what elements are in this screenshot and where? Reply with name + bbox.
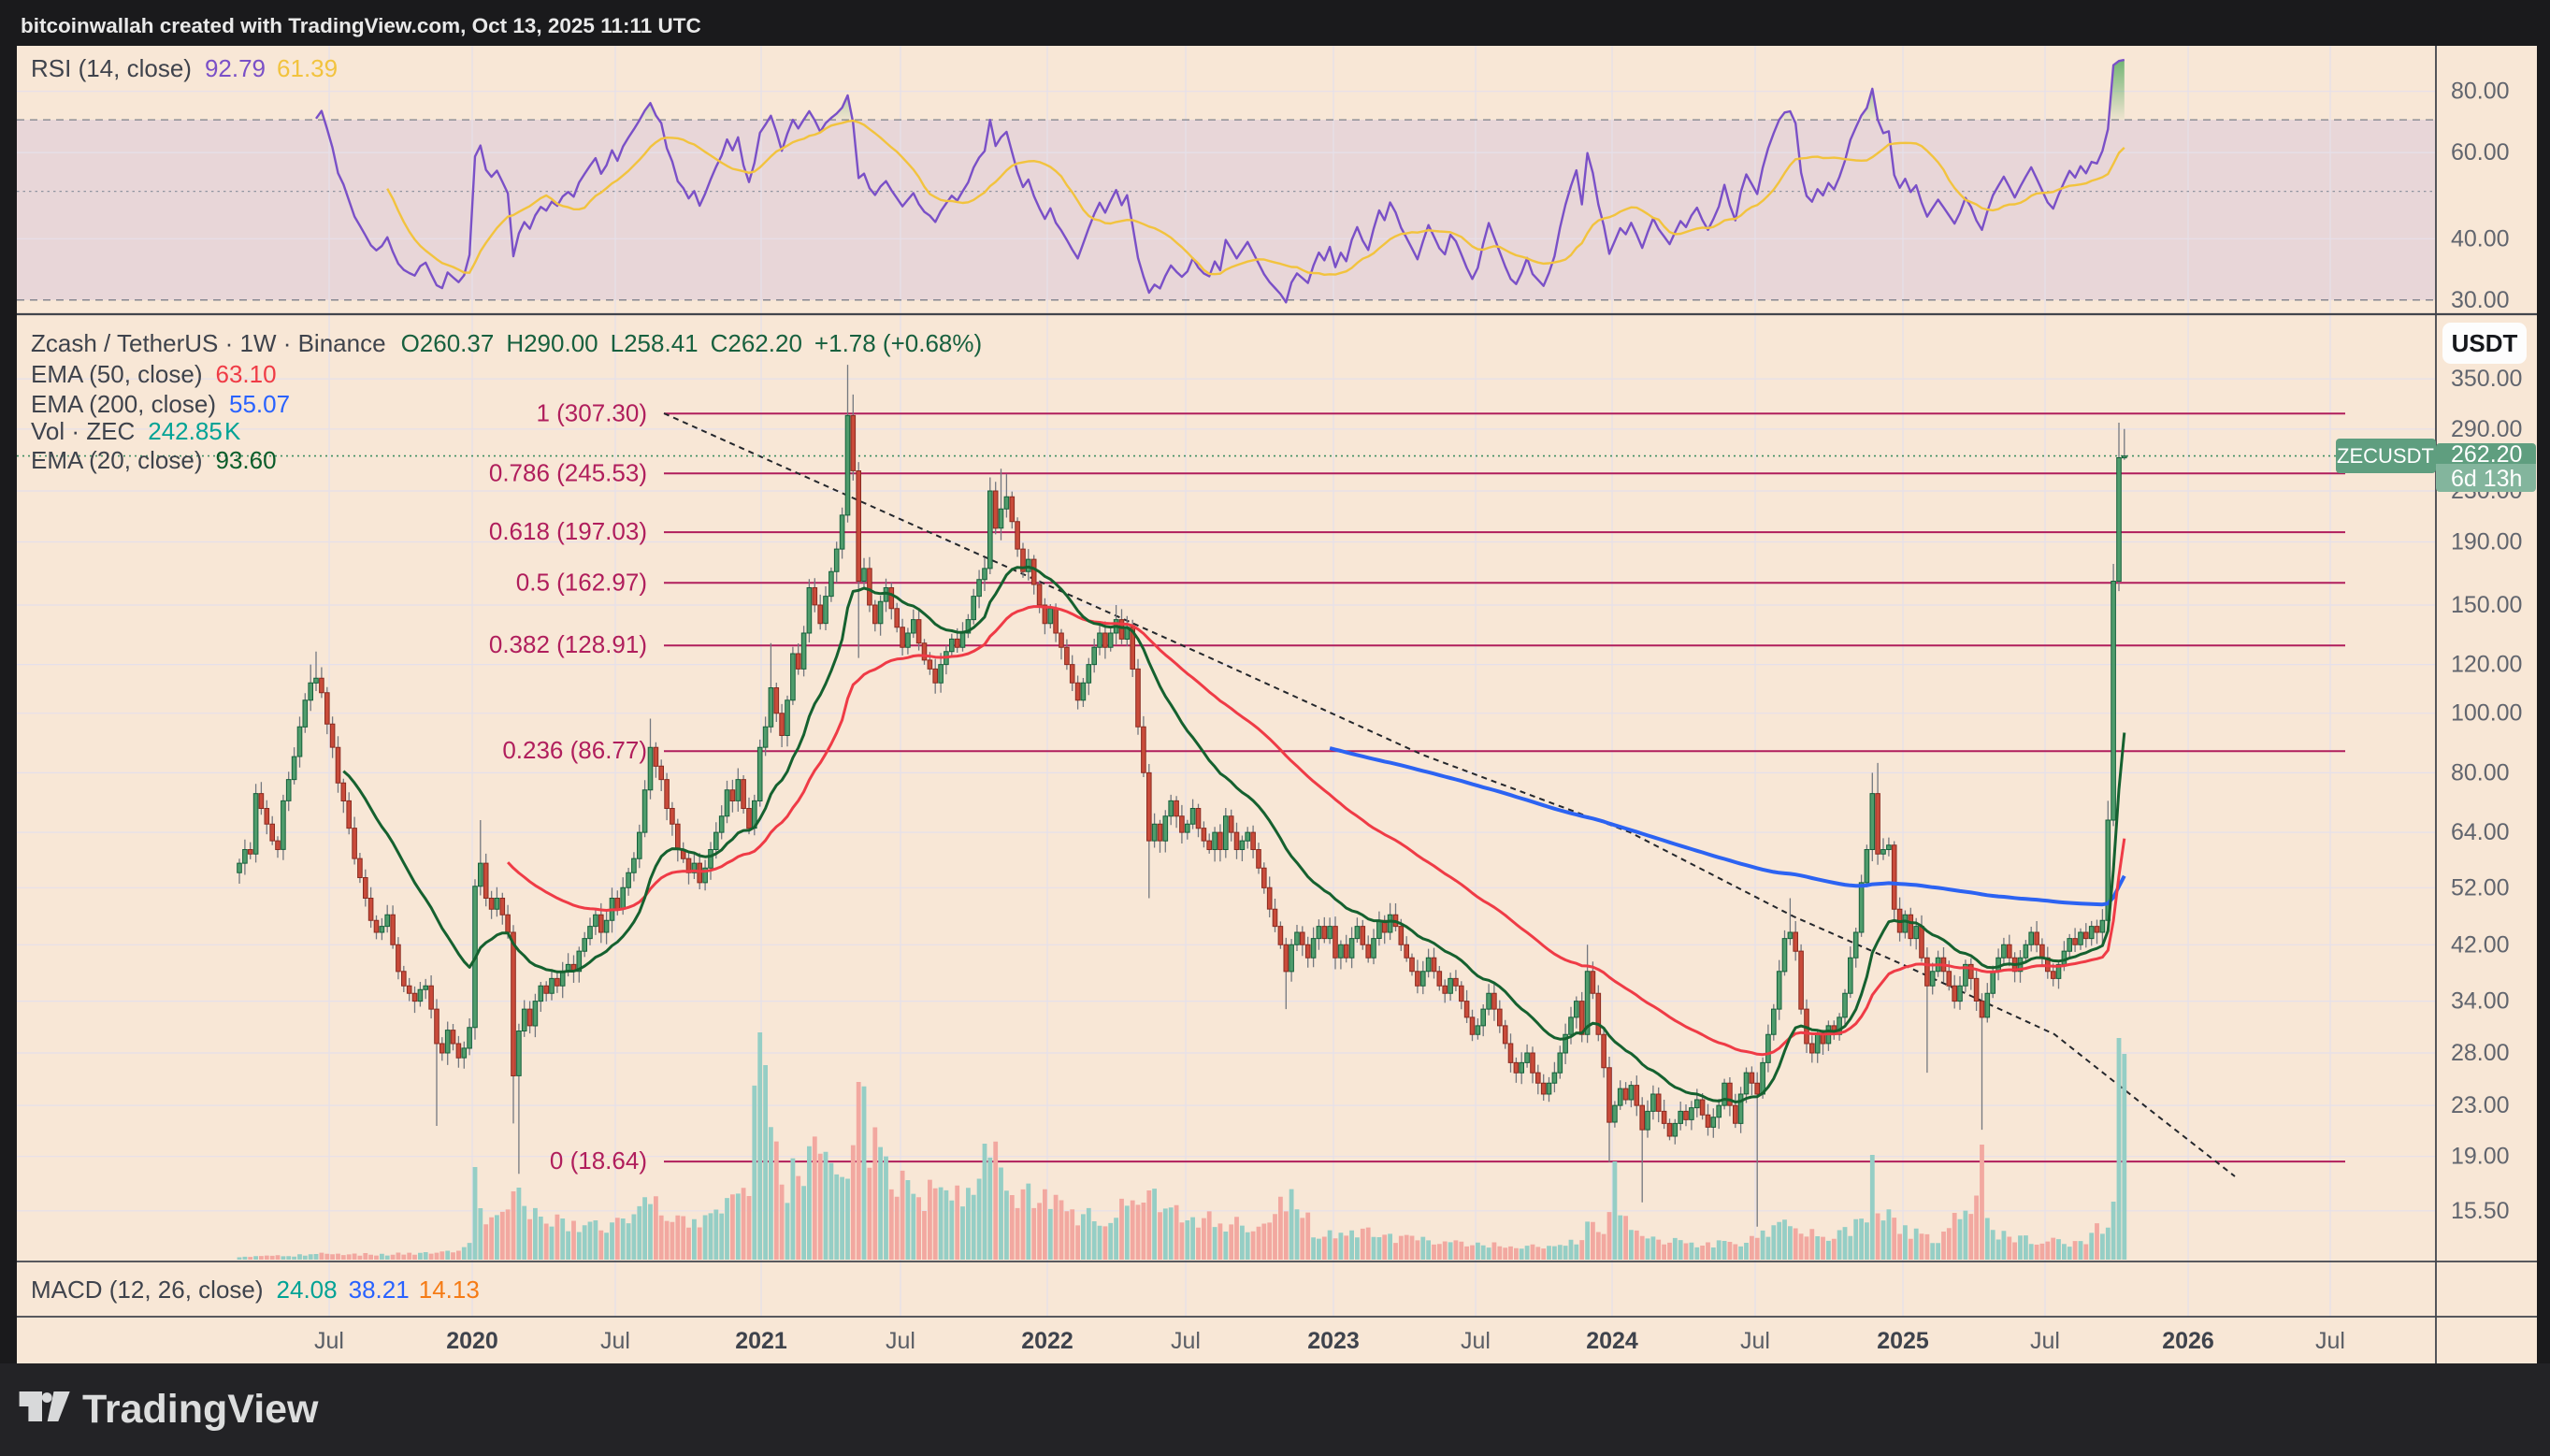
svg-text:1 (307.30): 1 (307.30) bbox=[536, 398, 647, 426]
svg-text:100.00: 100.00 bbox=[2451, 700, 2522, 727]
svg-text:290.00: 290.00 bbox=[2451, 416, 2522, 442]
svg-text:80.00: 80.00 bbox=[2451, 79, 2510, 105]
svg-text:Jul: Jul bbox=[2030, 1328, 2060, 1354]
svg-text:0.236 (86.77): 0.236 (86.77) bbox=[502, 736, 647, 764]
svg-text:Jul: Jul bbox=[2315, 1328, 2345, 1354]
svg-text:2022: 2022 bbox=[1021, 1328, 1073, 1354]
svg-text:42.00: 42.00 bbox=[2451, 931, 2510, 958]
svg-text:190.00: 190.00 bbox=[2451, 529, 2522, 555]
svg-text:64.00: 64.00 bbox=[2451, 819, 2510, 845]
svg-text:Jul: Jul bbox=[600, 1328, 630, 1354]
svg-text:2026: 2026 bbox=[2162, 1328, 2214, 1354]
svg-text:2024: 2024 bbox=[1586, 1328, 1638, 1354]
svg-text:52.00: 52.00 bbox=[2451, 874, 2510, 901]
svg-text:EMA (200, close)55.07: EMA (200, close) 55.07 bbox=[31, 390, 290, 418]
svg-text:28.00: 28.00 bbox=[2451, 1040, 2510, 1066]
svg-text:0.618 (197.03): 0.618 (197.03) bbox=[489, 517, 647, 545]
svg-text:19.00: 19.00 bbox=[2451, 1144, 2510, 1170]
svg-text:0 (18.64): 0 (18.64) bbox=[550, 1146, 647, 1175]
svg-text:Jul: Jul bbox=[1740, 1328, 1770, 1354]
svg-text:23.00: 23.00 bbox=[2451, 1092, 2510, 1118]
svg-text:Jul: Jul bbox=[1461, 1328, 1491, 1354]
svg-text:0.786 (245.53): 0.786 (245.53) bbox=[489, 458, 647, 486]
svg-text:262.20: 262.20 bbox=[2451, 441, 2522, 468]
svg-text:0.382 (128.91): 0.382 (128.91) bbox=[489, 630, 647, 658]
svg-text:TradingView: TradingView bbox=[82, 1387, 319, 1432]
svg-text:EMA (20, close)93.60: EMA (20, close) 93.60 bbox=[31, 446, 277, 474]
svg-text:Jul: Jul bbox=[886, 1328, 915, 1354]
svg-text:0.5 (162.97): 0.5 (162.97) bbox=[516, 568, 647, 596]
svg-text:34.00: 34.00 bbox=[2451, 988, 2510, 1015]
svg-text:EMA (50, close)63.10: EMA (50, close) 63.10 bbox=[31, 360, 277, 388]
svg-text:350.00: 350.00 bbox=[2451, 366, 2522, 392]
svg-text:15.50: 15.50 bbox=[2451, 1198, 2510, 1224]
svg-text:Jul: Jul bbox=[1171, 1328, 1201, 1354]
svg-text:Jul: Jul bbox=[314, 1328, 344, 1354]
svg-text:bitcoinwallah created with Tra: bitcoinwallah created with TradingView.c… bbox=[21, 14, 701, 37]
svg-text:Zcash / TetherUS · 1W · Binanc: Zcash / TetherUS · 1W · Binance O260.37 H2… bbox=[31, 329, 982, 357]
svg-text:80.00: 80.00 bbox=[2451, 759, 2510, 786]
svg-text:40.00: 40.00 bbox=[2451, 225, 2510, 252]
svg-text:USDT: USDT bbox=[2452, 329, 2518, 357]
svg-text:30.00: 30.00 bbox=[2451, 287, 2510, 313]
svg-text:2021: 2021 bbox=[735, 1328, 787, 1354]
svg-text:120.00: 120.00 bbox=[2451, 652, 2522, 678]
svg-text:2020: 2020 bbox=[446, 1328, 498, 1354]
svg-text:2025: 2025 bbox=[1877, 1328, 1929, 1354]
svg-text:150.00: 150.00 bbox=[2451, 592, 2522, 618]
svg-text:ZECUSDT: ZECUSDT bbox=[2337, 444, 2434, 468]
svg-text:6d 13h: 6d 13h bbox=[2451, 466, 2522, 492]
svg-text:60.00: 60.00 bbox=[2451, 139, 2510, 166]
svg-text:2023: 2023 bbox=[1307, 1328, 1360, 1354]
